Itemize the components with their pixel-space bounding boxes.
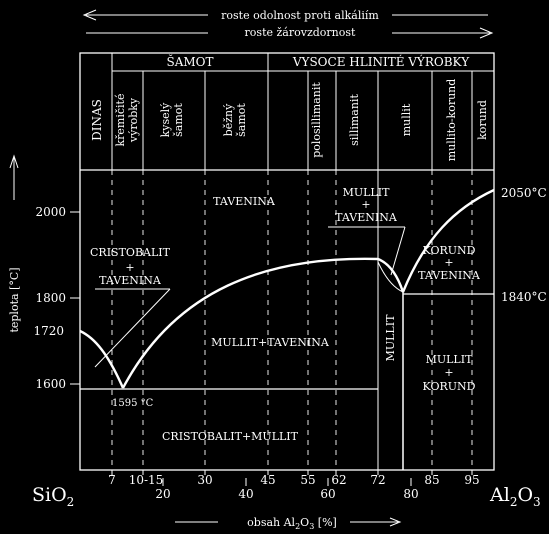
eutectic-label: 1595 °C — [112, 398, 154, 409]
liquidus-corundum — [401, 188, 495, 293]
comp-axis-arrow-icon — [389, 517, 402, 527]
diagram-frame — [79, 52, 495, 471]
comp-scale-80: 80 — [403, 487, 418, 501]
phase-cristobalit-mullit: CRISTOBALIT+MULLIT — [162, 430, 299, 443]
product-mullit: mullit — [400, 103, 413, 136]
phase-mullit-top-1: MULLIT — [343, 186, 390, 199]
phase-mullit-top-3: TAVENINA — [335, 211, 398, 224]
comp-tick-55: 55 — [300, 473, 315, 487]
label-sio2: SiO2 — [32, 484, 74, 509]
temp-axis-label: teplota [°C] — [8, 267, 21, 332]
product-sillimanit: sillimanit — [348, 94, 361, 146]
leader-cristobalit-diag — [94, 288, 171, 368]
temp-label-1720: 1720 — [33, 324, 64, 338]
composition-ticks — [111, 470, 473, 486]
comp-tick-45: 45 — [260, 473, 275, 487]
comp-tick-10-15: 10-15 — [129, 473, 164, 487]
group-samot: ŠAMOT — [166, 53, 213, 69]
phase-cristobalit-1: CRISTOBALIT — [90, 246, 171, 259]
liquidus-silica — [79, 329, 125, 389]
temp-tick-1600: 1600 — [35, 377, 66, 391]
temperature-axis: teplota [°C] 2000 1800 1600 1720 — [8, 154, 80, 391]
comp-scale-60: 60 — [320, 487, 335, 501]
phase-korund-1: KORUND — [423, 244, 476, 257]
temp-tick-2000: 2000 — [35, 205, 66, 219]
comp-tick-72: 72 — [370, 473, 385, 487]
phase-mullit-vertical: MULLIT — [384, 314, 397, 361]
product-kremicite-1: křemičité — [114, 94, 127, 147]
arrow-right-label: roste žárovzdornost — [245, 26, 356, 39]
arrow-right-icon — [479, 27, 494, 39]
liquidus-mullite — [121, 257, 379, 389]
label-2050: 2050°C — [501, 186, 547, 200]
temp-tick-1800: 1800 — [35, 291, 66, 305]
comp-scale-20: 20 — [155, 487, 170, 501]
comp-axis-label-text: obsah Al2O3 [%] — [247, 516, 337, 531]
temp-axis-arrow-icon — [9, 154, 19, 169]
leader-mullit-top-diag — [390, 226, 406, 276]
product-kysely-2: šamot — [172, 103, 185, 137]
phase-cristobalit-2: + — [125, 261, 134, 274]
comp-tick-62: 62 — [331, 473, 346, 487]
phase-korund-3: TAVENINA — [418, 269, 481, 282]
phase-cristobalit-3: TAVENINA — [99, 274, 162, 287]
comp-tick-30: 30 — [197, 473, 212, 487]
product-dinas: DINAS — [90, 99, 104, 141]
product-kremicite-2: výrobky — [127, 97, 140, 143]
mullit-solidus — [377, 261, 404, 293]
label-al2o3: Al2O3 — [489, 484, 541, 509]
arrow-left-label: roste odolnost proti alkáliím — [221, 9, 379, 22]
product-dividers — [111, 53, 473, 170]
product-polosillimanit: polosillimanit — [310, 82, 323, 158]
comp-tick-85: 85 — [424, 473, 439, 487]
phase-mullit-korund-1: MULLIT — [426, 353, 473, 366]
comp-tick-7: 7 — [108, 473, 116, 487]
liquidus-mullite-peak — [377, 257, 405, 293]
arrow-left-icon — [82, 9, 97, 21]
phase-mullit-tavenina: MULLIT+TAVENINA — [211, 336, 330, 349]
phase-tavenina: TAVENINA — [213, 195, 276, 208]
group-hlinite: VYSOCE HLINITÉ VÝROBKY — [292, 54, 470, 69]
comp-tick-95: 95 — [464, 473, 479, 487]
composition-axis-label: obsah Al2O3 [%] — [175, 516, 402, 531]
phase-mullit-korund-3: KORUND — [423, 380, 476, 393]
product-kysely-1: kyselý — [159, 102, 172, 138]
phase-korund-2: + — [444, 256, 453, 269]
phase-mullit-korund-2: + — [444, 366, 453, 379]
product-mullito-korund: mullito-korund — [445, 79, 458, 162]
top-arrows: roste odolnost proti alkáliím roste žáro… — [82, 9, 494, 39]
comp-scale-40: 40 — [238, 487, 253, 501]
composition-guides — [111, 170, 473, 470]
phase-mullit-top-2: + — [361, 198, 370, 211]
label-1840: 1840°C — [501, 290, 547, 304]
product-bezny-1: běžný — [222, 103, 235, 136]
product-bezny-2: šamot — [235, 103, 248, 137]
product-korund: korund — [476, 100, 489, 140]
